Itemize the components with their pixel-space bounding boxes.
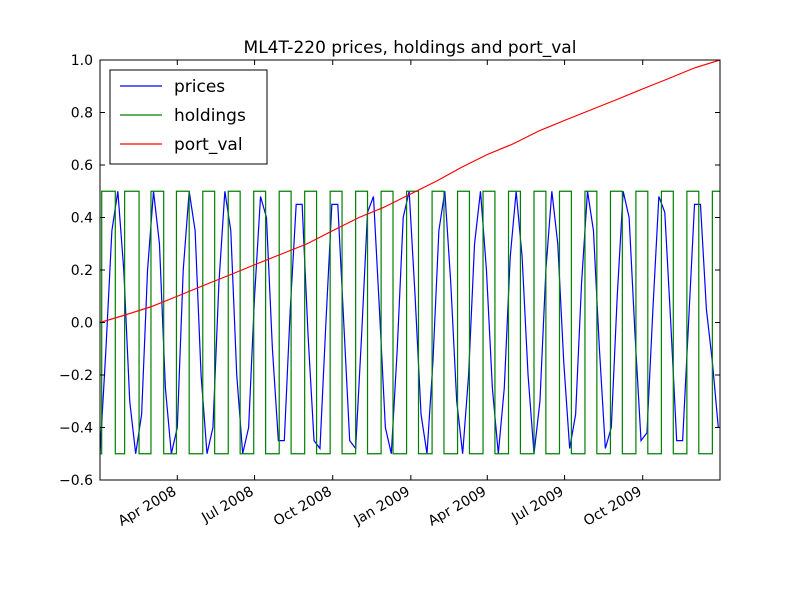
legend: prices holdings port_val [109,69,268,165]
y-tick-label: 0.8 [71,106,93,122]
legend-label-port_val: port_val [174,135,243,155]
y-tick-label: 0.6 [71,158,93,174]
y-tick-label: −0.2 [59,368,93,384]
legend-label-holdings: holdings [174,106,246,126]
y-tick-label: 1.0 [71,53,93,69]
y-axis: −0.6 −0.4 −0.2 0.0 0.2 0.4 0.6 0.8 1.0 [59,53,720,489]
series-line-port_val [100,60,720,324]
chart-title: ML4T-220 prices, holdings and port_val [244,38,577,58]
y-tick-label: 0.2 [71,263,93,279]
y-tick-label: −0.6 [59,473,93,489]
series-line-holdings [100,190,720,455]
series-layer [100,60,720,455]
y-tick-label: 0.0 [71,316,93,332]
y-tick-label: 0.4 [71,211,93,227]
legend-label-prices: prices [174,77,225,97]
y-tick-label: −0.4 [59,421,93,437]
